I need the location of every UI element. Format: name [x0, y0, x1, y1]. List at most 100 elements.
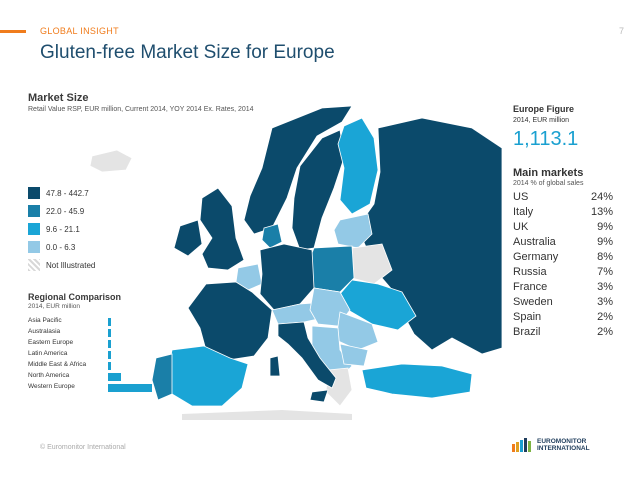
region-finland	[337, 117, 379, 215]
region-italy	[277, 321, 337, 389]
market-row: UK 9%	[513, 220, 613, 235]
market-share: 8%	[597, 251, 613, 263]
region-bar	[108, 373, 122, 381]
market-country: France	[513, 281, 548, 293]
europe-map	[22, 88, 502, 420]
logo-text: EUROMONITOR INTERNATIONAL	[537, 438, 590, 452]
legend-swatch	[28, 223, 40, 235]
accent-bar	[0, 30, 26, 33]
region-benelux	[235, 263, 263, 291]
main-markets-list: US 24% Italy 13% UK 9% Australia 9% Germany 8% Rus…	[513, 190, 613, 340]
market-share: 9%	[597, 236, 613, 248]
region-sweden	[291, 129, 345, 251]
market-country: Russia	[513, 266, 547, 278]
market-row: Germany 8%	[513, 250, 613, 265]
market-country: Brazil	[513, 326, 541, 338]
market-row: Australia 9%	[513, 235, 613, 250]
region-iceland	[89, 149, 133, 173]
region-label: Australasia	[28, 328, 61, 335]
right-panel: Europe Figure 2014, EUR million 1,113.1 …	[513, 104, 613, 340]
region-bar	[108, 329, 111, 337]
map-subtitle: Retail Value RSP, EUR million, Current 2…	[28, 106, 254, 113]
market-country: UK	[513, 221, 529, 233]
region-bar	[108, 351, 111, 359]
region-turkey	[361, 363, 473, 399]
market-share: 3%	[597, 296, 613, 308]
legend-swatch	[28, 187, 40, 199]
region-north-africa	[182, 410, 352, 420]
market-share: 3%	[597, 281, 613, 293]
region-ireland	[173, 219, 203, 257]
region-label: North America	[28, 372, 70, 379]
logo-mark-icon	[512, 438, 531, 452]
legend-row: 0.0 - 6.3	[28, 238, 95, 256]
market-row: Spain 2%	[513, 310, 613, 325]
map-panel: Market Size Retail Value RSP, EUR millio…	[22, 88, 502, 420]
main-markets-subtitle: 2014 % of global sales	[513, 180, 584, 187]
legend-label: 47.8 - 442.7	[46, 188, 89, 198]
market-country: Sweden	[513, 296, 553, 308]
region-islands	[269, 355, 329, 403]
legend-label: 9.6 - 21.1	[46, 224, 80, 234]
logo-line2: INTERNATIONAL	[537, 445, 590, 452]
region-row: Western Europe	[28, 382, 218, 393]
legend-swatch-hatched	[28, 259, 40, 271]
region-row: Australasia	[28, 327, 218, 338]
region-norway	[243, 105, 353, 235]
legend-swatch	[28, 241, 40, 253]
map-legend: 47.8 - 442.7 22.0 - 45.9 9.6 - 21.1 0.0 …	[28, 184, 95, 274]
legend-row: 9.6 - 21.1	[28, 220, 95, 238]
market-row: Brazil 2%	[513, 325, 613, 340]
market-share: 24%	[590, 191, 613, 203]
market-share: 7%	[597, 266, 613, 278]
region-row: Middle East & Africa	[28, 360, 218, 371]
section-tag: GLOBAL INSIGHT	[40, 26, 119, 36]
legend-label: Not Illustrated	[46, 260, 96, 270]
europe-figure-subtitle: 2014, EUR million	[513, 117, 570, 124]
region-denmark	[261, 223, 283, 249]
legend-row: 22.0 - 45.9	[28, 202, 95, 220]
market-row: France 3%	[513, 280, 613, 295]
region-portugal	[151, 353, 173, 401]
region-bar	[108, 384, 152, 392]
page-number: 7	[618, 26, 624, 36]
europe-figure-value: 1,113.1	[513, 128, 579, 150]
market-share: 2%	[597, 311, 613, 323]
market-row: US 24%	[513, 190, 613, 205]
market-row: Sweden 3%	[513, 295, 613, 310]
region-label: Asia Pacific	[28, 317, 62, 324]
market-country: US	[513, 191, 529, 203]
region-label: Middle East & Africa	[28, 361, 87, 368]
region-bulgaria	[339, 343, 369, 367]
market-country: Germany	[513, 251, 559, 263]
region-bar	[108, 318, 111, 326]
region-label: Eastern Europe	[28, 339, 74, 346]
legend-row: 47.8 - 442.7	[28, 184, 95, 202]
regional-title: Regional Comparison	[28, 292, 122, 302]
euromonitor-logo: EUROMONITOR INTERNATIONAL	[512, 438, 590, 452]
region-row: Asia Pacific	[28, 316, 218, 327]
region-bar	[108, 340, 112, 348]
region-row: Eastern Europe	[28, 338, 218, 349]
legend-row: Not Illustrated	[28, 256, 95, 274]
legend-label: 0.0 - 6.3	[46, 242, 76, 252]
map-title: Market Size	[28, 92, 89, 104]
regional-rows: Asia Pacific Australasia Eastern Europe Lat…	[28, 316, 218, 393]
market-country: Australia	[513, 236, 556, 248]
regional-subtitle: 2014, EUR million	[28, 303, 81, 310]
main-markets-title: Main markets	[513, 167, 584, 179]
logo-line1: EUROMONITOR	[537, 438, 587, 445]
market-row: Italy 13%	[513, 205, 613, 220]
market-row: Russia 7%	[513, 265, 613, 280]
legend-swatch	[28, 205, 40, 217]
slide-title: Gluten-free Market Size for Europe	[40, 42, 335, 63]
market-share: 13%	[590, 206, 613, 218]
region-row: North America	[28, 371, 218, 382]
market-share: 2%	[597, 326, 613, 338]
region-france	[187, 281, 273, 361]
market-country: Italy	[513, 206, 534, 218]
regional-comparison: Regional Comparison 2014, EUR million As…	[28, 292, 218, 393]
legend-label: 22.0 - 45.9	[46, 206, 85, 216]
region-bar	[108, 362, 111, 370]
region-label: Latin America	[28, 350, 68, 357]
